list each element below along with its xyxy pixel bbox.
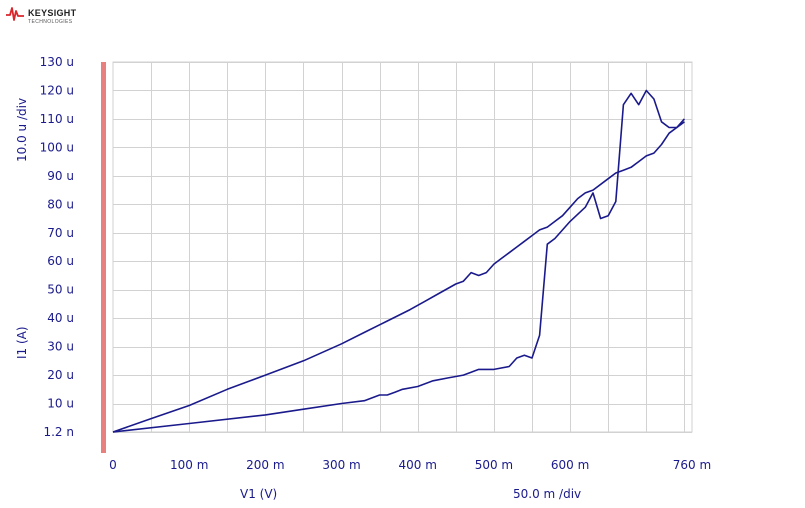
y-tick-label: 130 u	[40, 55, 74, 69]
x-tick-label: 400 m	[399, 458, 437, 472]
y-tick-label: 90 u	[47, 169, 74, 183]
keysight-wave-icon	[6, 7, 24, 21]
traces	[112, 89, 685, 433]
marker-bar[interactable]	[101, 62, 106, 453]
y-tick-label: 1.2 n	[43, 425, 74, 439]
y-tick-label: 110 u	[40, 112, 74, 126]
logo-subtitle: TECHNOLOGIES	[28, 19, 73, 25]
y-tick-label: 120 u	[40, 83, 74, 97]
plot-border	[112, 61, 693, 433]
x-axis-label: V1 (V)	[240, 487, 277, 501]
keysight-logo: KEYSIGHT TECHNOLOGIES	[6, 5, 96, 27]
y-axis-label: I1 (A)	[15, 326, 29, 359]
x-tick-label: 0	[109, 458, 117, 472]
x-scale-label: 50.0 m /div	[513, 487, 581, 501]
x-tick-label: 200 m	[246, 458, 284, 472]
x-tick-label: 760 m	[673, 458, 711, 472]
chart-grid	[112, 61, 693, 433]
y-tick-labels: 1.2 n 10 u 20 u 30 u 40 u 50 u 60 u 70 u 80 u 90 …	[40, 55, 74, 439]
x-tick-label: 600 m	[551, 458, 589, 472]
trace-line-1	[112, 121, 685, 433]
trace-line-2	[112, 89, 685, 433]
x-tick-label: 100 m	[170, 458, 208, 472]
y-tick-label: 20 u	[47, 368, 74, 382]
y-scale-label: 10.0 u /div	[15, 98, 29, 162]
x-tick-labels: 0 100 m 200 m 300 m 400 m 500 m 600 m 760 m	[109, 458, 711, 472]
y-tick-label: 60 u	[47, 254, 74, 268]
y-tick-label: 70 u	[47, 226, 74, 240]
y-tick-label: 40 u	[47, 311, 74, 325]
y-tick-label: 30 u	[47, 340, 74, 354]
y-tick-label: 100 u	[40, 140, 74, 154]
x-tick-label: 500 m	[475, 458, 513, 472]
y-tick-label: 10 u	[47, 397, 74, 411]
y-tick-label: 80 u	[47, 197, 74, 211]
y-tick-label: 50 u	[47, 283, 74, 297]
logo-brand: KEYSIGHT	[28, 8, 77, 18]
x-tick-label: 300 m	[322, 458, 360, 472]
